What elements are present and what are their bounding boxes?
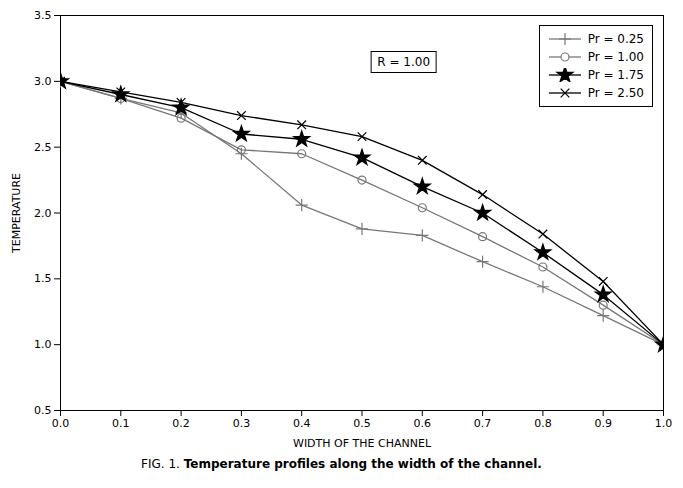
html-text:Pr = 2.50: Pr = 2.50	[587, 86, 644, 100]
svg-text:0.8: 0.8	[534, 417, 552, 430]
svg-text:WIDTH OF THE CHANNEL: WIDTH OF THE CHANNEL	[293, 437, 432, 450]
html-text:Pr = 0.25: Pr = 0.25	[587, 32, 644, 46]
svg-text:0.7: 0.7	[474, 417, 492, 430]
svg-text:TEMPERATURE: TEMPERATURE	[10, 173, 23, 254]
svg-text:0.3: 0.3	[233, 417, 251, 430]
svg-text:3.5: 3.5	[34, 9, 52, 22]
svg-text:0.6: 0.6	[414, 417, 432, 430]
html-text:Pr = 1.00: Pr = 1.00	[587, 50, 644, 64]
svg-text:0.0: 0.0	[52, 417, 70, 430]
svg-text:1.5: 1.5	[34, 272, 52, 285]
svg-text:3.0: 3.0	[34, 75, 52, 88]
svg-text:0.2: 0.2	[172, 417, 190, 430]
html-text:R = 1.00: R = 1.00	[377, 55, 431, 70]
svg-text:0.5: 0.5	[353, 417, 371, 430]
svg-text:1.0: 1.0	[34, 338, 52, 351]
svg-text:0.4: 0.4	[293, 417, 311, 430]
svg-text:1.0: 1.0	[655, 417, 673, 430]
svg-text:0.5: 0.5	[34, 404, 52, 417]
svg-text:0.9: 0.9	[594, 417, 612, 430]
svg-text:2.0: 2.0	[34, 207, 52, 220]
svg-text:2.5: 2.5	[34, 141, 52, 154]
html-text:FIG. 1. Temperature profiles a: FIG. 1. Temperature profiles along the w…	[141, 457, 542, 471]
html-text:Pr = 1.75: Pr = 1.75	[587, 68, 644, 82]
svg-text:0.1: 0.1	[112, 417, 130, 430]
